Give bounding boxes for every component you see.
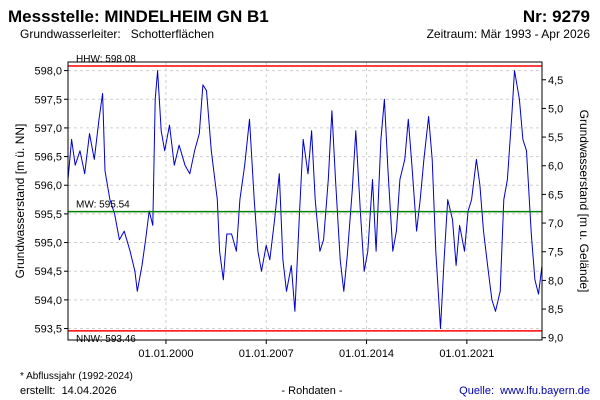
x-tick-label: 01.01.2021 [439, 348, 494, 360]
created-date: erstellt: 14.04.2026 [20, 385, 117, 397]
y-tick-label: 594,5 [34, 266, 62, 278]
y2-tick-label: 6,5 [548, 189, 563, 201]
y-tick-label: 598,0 [34, 66, 62, 78]
reference-label: NNW: 593.46 [76, 334, 136, 345]
reference-label: HHW: 598.08 [76, 54, 136, 65]
period: Zeitraum: Mär 1993 - Apr 2026 [427, 27, 591, 41]
x-tick-label: 01.01.2007 [239, 348, 294, 360]
y2-tick-label: 7,5 [548, 247, 563, 259]
chart-title: Messstelle: MINDELHEIM GN B1 [8, 7, 269, 26]
y-tick-label: 596,0 [34, 180, 62, 192]
y2-axis-label: Grundwasserstand [m u. Gelände] [577, 110, 591, 293]
y2-tick-label: 5,5 [548, 132, 563, 144]
source-link[interactable]: Quelle: www.lfu.bayern.de [459, 385, 590, 397]
y2-tick-label: 8,0 [548, 275, 563, 287]
x-tick-label: 01.01.2014 [339, 348, 394, 360]
y-tick-label: 597,0 [34, 123, 62, 135]
y-axis-label: Grundwasserstand [m ü. NN] [13, 124, 27, 279]
plot-frame [67, 61, 543, 341]
footnote: * Abflussjahr (1992-2024) [20, 371, 133, 382]
x-tick-label: 01.01.2000 [138, 348, 193, 360]
reference-label: MW: 595.54 [76, 200, 130, 211]
y2-tick-label: 7,0 [548, 218, 563, 230]
y2-tick-label: 9,0 [548, 333, 563, 345]
y-tick-label: 595,5 [34, 209, 62, 221]
y-tick-label: 593,5 [34, 324, 62, 336]
y2-tick-label: 6,0 [548, 161, 563, 173]
y2-tick-label: 8,5 [548, 304, 563, 316]
y-tick-label: 594,0 [34, 295, 62, 307]
y-tick-label: 597,5 [34, 94, 62, 106]
subtitle: Grundwasserleiter: Schotterflächen [20, 27, 214, 41]
data-line [67, 70, 543, 329]
station-number: Nr: 9279 [523, 7, 590, 26]
y2-tick-label: 5,0 [548, 103, 563, 115]
data-kind: - Rohdaten - [281, 385, 342, 397]
y2-tick-label: 4,5 [548, 75, 563, 87]
y-tick-label: 596,5 [34, 152, 62, 164]
y-tick-label: 595,0 [34, 238, 62, 250]
